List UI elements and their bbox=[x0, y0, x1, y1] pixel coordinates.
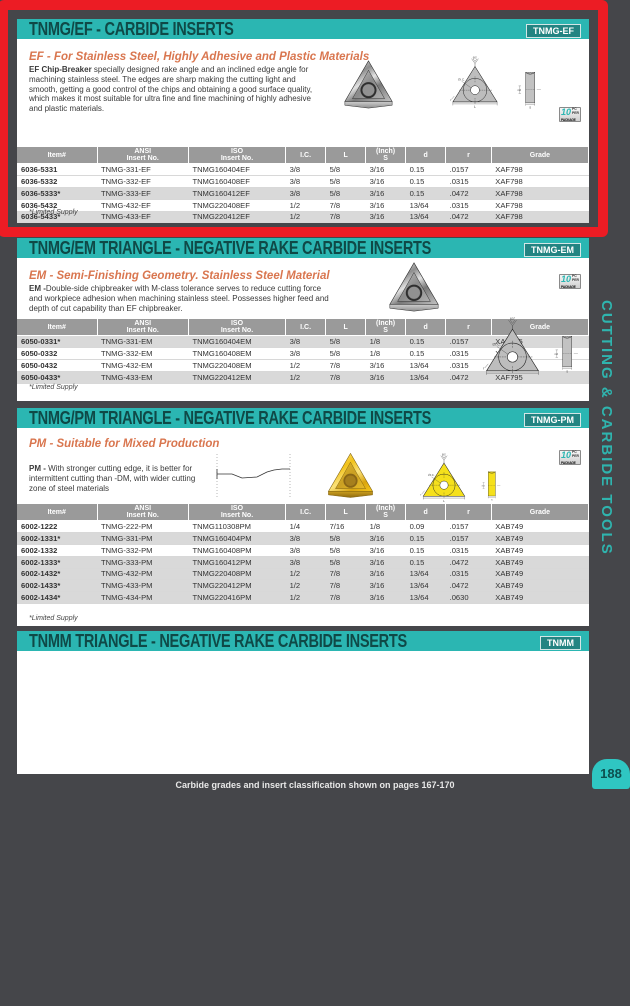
svg-text:L: L bbox=[443, 499, 445, 503]
svg-text:60°: 60° bbox=[442, 453, 446, 457]
svg-text:∅I.C.: ∅I.C. bbox=[492, 342, 500, 346]
svg-text:60°: 60° bbox=[510, 317, 516, 321]
svg-text:L: L bbox=[474, 105, 476, 109]
svg-text:S: S bbox=[491, 500, 493, 502]
svg-text:r: r bbox=[420, 492, 421, 496]
svg-text:r: r bbox=[483, 367, 485, 371]
svg-text:∅I.C.: ∅I.C. bbox=[458, 77, 465, 81]
svg-text:∅d: ∅d bbox=[554, 353, 558, 356]
svg-text:r: r bbox=[450, 98, 451, 102]
svg-text:L: L bbox=[511, 375, 513, 379]
svg-text:∅d: ∅d bbox=[482, 484, 485, 487]
svg-text:∅d: ∅d bbox=[517, 89, 521, 92]
svg-text:S: S bbox=[529, 106, 531, 110]
svg-text:S: S bbox=[566, 370, 568, 374]
svg-text:60°: 60° bbox=[473, 56, 477, 60]
svg-text:∅I.C.: ∅I.C. bbox=[428, 473, 435, 477]
